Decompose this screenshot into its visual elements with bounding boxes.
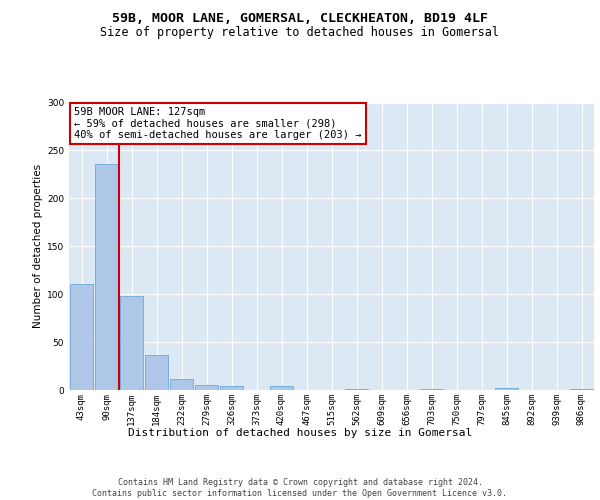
- Bar: [70, 284, 94, 390]
- Bar: [145, 354, 169, 390]
- Text: Size of property relative to detached houses in Gomersal: Size of property relative to detached ho…: [101, 26, 499, 39]
- Bar: [220, 386, 244, 390]
- Text: 59B MOOR LANE: 127sqm
← 59% of detached houses are smaller (298)
40% of semi-det: 59B MOOR LANE: 127sqm ← 59% of detached …: [74, 107, 362, 140]
- Bar: [494, 388, 518, 390]
- Bar: [194, 385, 218, 390]
- Text: Distribution of detached houses by size in Gomersal: Distribution of detached houses by size …: [128, 428, 472, 438]
- Bar: [95, 164, 118, 390]
- Bar: [419, 389, 443, 390]
- Bar: [569, 389, 593, 390]
- Text: 59B, MOOR LANE, GOMERSAL, CLECKHEATON, BD19 4LF: 59B, MOOR LANE, GOMERSAL, CLECKHEATON, B…: [112, 12, 488, 26]
- Text: Contains HM Land Registry data © Crown copyright and database right 2024.
Contai: Contains HM Land Registry data © Crown c…: [92, 478, 508, 498]
- Bar: [269, 386, 293, 390]
- Bar: [170, 378, 193, 390]
- Bar: [344, 389, 368, 390]
- Y-axis label: Number of detached properties: Number of detached properties: [33, 164, 43, 328]
- Bar: [119, 296, 143, 390]
